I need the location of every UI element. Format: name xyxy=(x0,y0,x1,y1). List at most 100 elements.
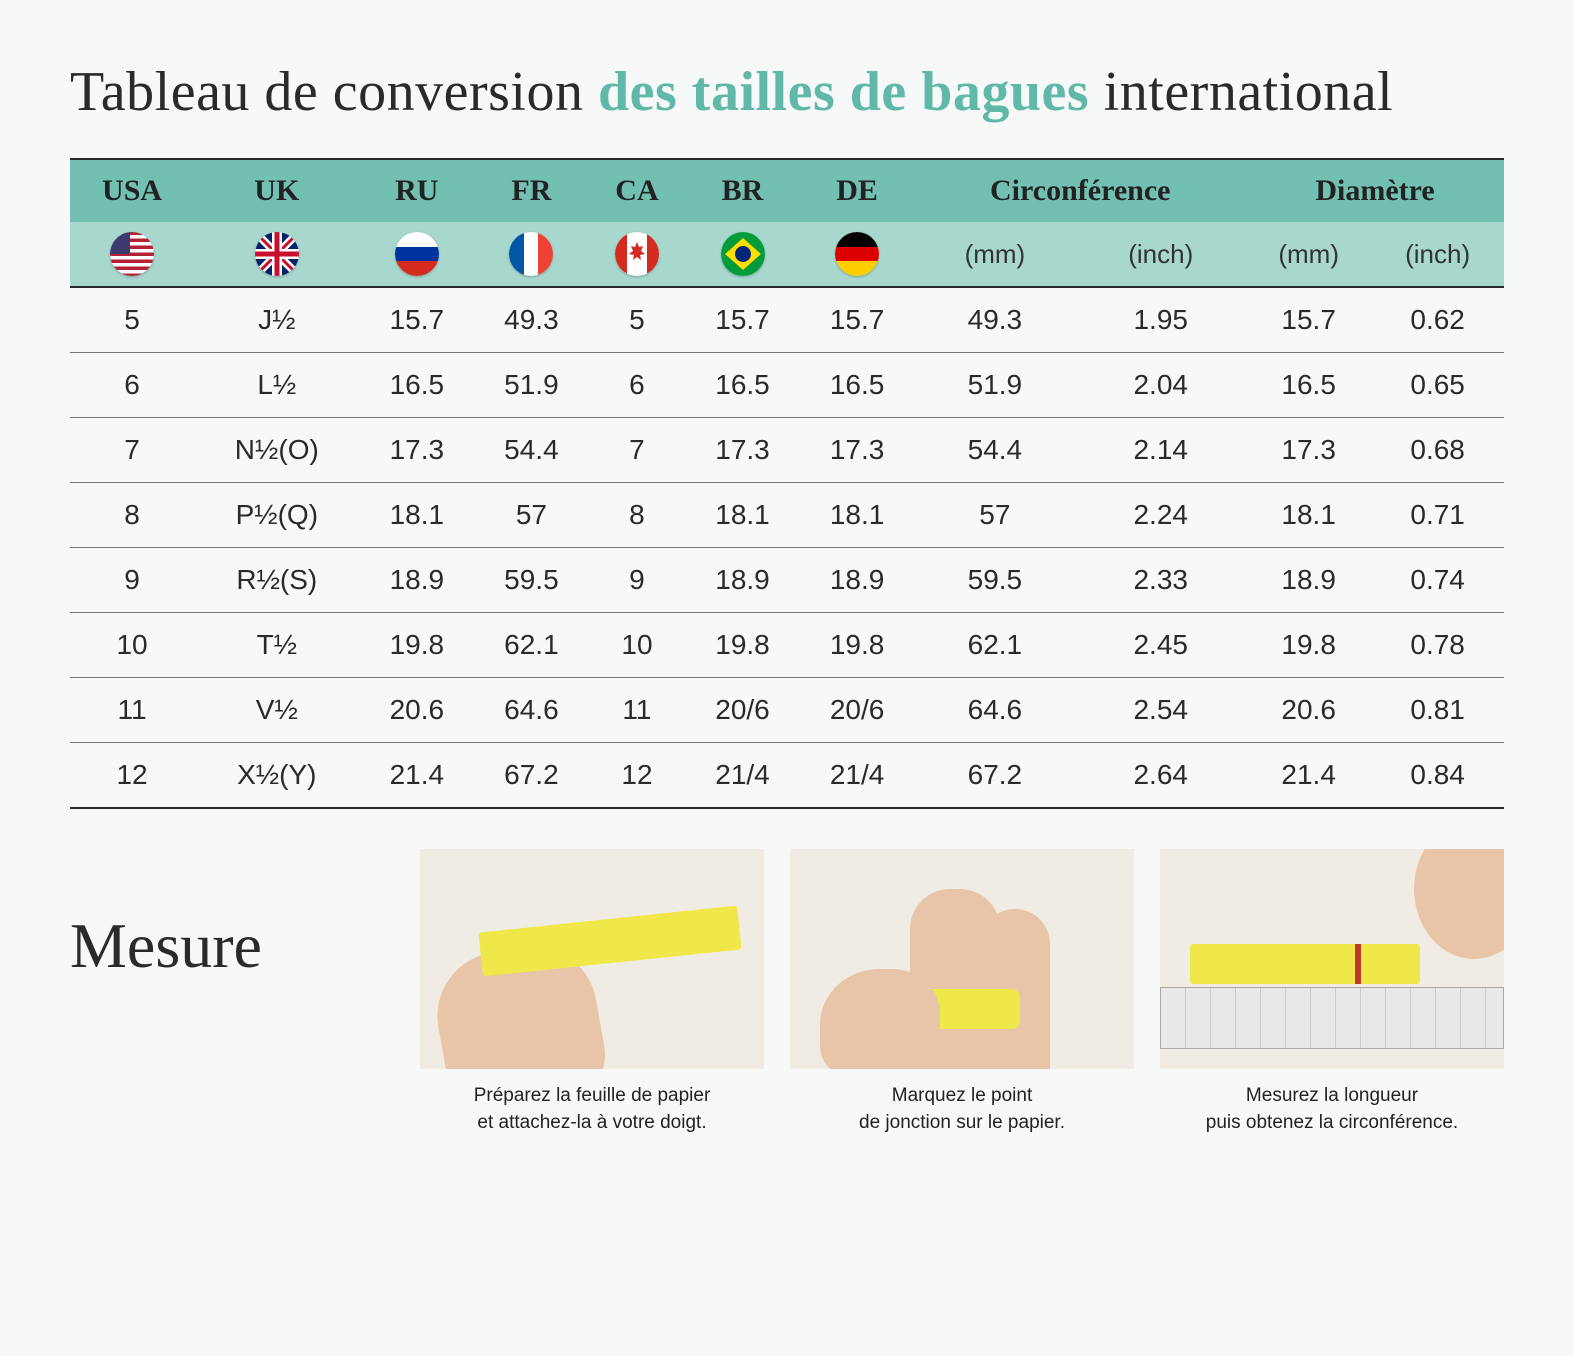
flag-uk-icon xyxy=(194,222,359,287)
table-cell: T½ xyxy=(194,613,359,678)
table-cell: 18.1 xyxy=(1246,483,1371,548)
table-cell: 7 xyxy=(589,418,686,483)
table-cell: 19.8 xyxy=(800,613,915,678)
table-row: 10T½19.862.11019.819.862.12.4519.80.78 xyxy=(70,613,1504,678)
unit-header: (mm) xyxy=(1246,222,1371,287)
table-cell: P½(Q) xyxy=(194,483,359,548)
table-row: 12X½(Y)21.467.21221/421/467.22.6421.40.8… xyxy=(70,743,1504,809)
mesure-step-1: Préparez la feuille de papier et attache… xyxy=(420,849,764,1136)
table-cell: 62.1 xyxy=(474,613,589,678)
table-cell: 64.6 xyxy=(914,678,1075,743)
table-cell: 16.5 xyxy=(685,353,800,418)
mesure-title: Mesure xyxy=(70,849,390,983)
table-cell: 67.2 xyxy=(914,743,1075,809)
table-cell: 0.68 xyxy=(1371,418,1504,483)
table-cell: 18.1 xyxy=(800,483,915,548)
table-row: 8P½(Q)18.157818.118.1572.2418.10.71 xyxy=(70,483,1504,548)
page: Tableau de conversion des tailles de bag… xyxy=(0,0,1574,1186)
table-cell: 20.6 xyxy=(360,678,475,743)
table-cell: 9 xyxy=(70,548,194,613)
table-cell: 59.5 xyxy=(474,548,589,613)
col-header-circonférence: Circonférence xyxy=(914,159,1246,222)
table-cell: 17.3 xyxy=(685,418,800,483)
table-cell: 7 xyxy=(70,418,194,483)
table-cell: 21.4 xyxy=(1246,743,1371,809)
table-cell: 49.3 xyxy=(914,287,1075,353)
table-cell: 20/6 xyxy=(800,678,915,743)
table-cell: 49.3 xyxy=(474,287,589,353)
table-cell: J½ xyxy=(194,287,359,353)
col-header-fr: FR xyxy=(474,159,589,222)
flag-usa-icon xyxy=(70,222,194,287)
table-cell: 16.5 xyxy=(800,353,915,418)
table-cell: 21/4 xyxy=(800,743,915,809)
unit-header: (inch) xyxy=(1075,222,1246,287)
col-header-br: BR xyxy=(685,159,800,222)
table-cell: L½ xyxy=(194,353,359,418)
table-cell: 5 xyxy=(589,287,686,353)
flag-ru-icon xyxy=(360,222,475,287)
table-cell: 21.4 xyxy=(360,743,475,809)
flag-ca-icon xyxy=(589,222,686,287)
table-row: 9R½(S)18.959.5918.918.959.52.3318.90.74 xyxy=(70,548,1504,613)
table-cell: 2.04 xyxy=(1075,353,1246,418)
step-1-illustration xyxy=(420,849,764,1069)
table-cell: 19.8 xyxy=(685,613,800,678)
table-cell: 12 xyxy=(589,743,686,809)
unit-header: (inch) xyxy=(1371,222,1504,287)
table-cell: 10 xyxy=(70,613,194,678)
table-cell: 17.3 xyxy=(360,418,475,483)
table-cell: 9 xyxy=(589,548,686,613)
title-accent: des tailles de bagues xyxy=(598,61,1089,123)
table-cell: 51.9 xyxy=(474,353,589,418)
table-cell: 16.5 xyxy=(360,353,475,418)
table-cell: 18.9 xyxy=(360,548,475,613)
col-header-ca: CA xyxy=(589,159,686,222)
col-header-ru: RU xyxy=(360,159,475,222)
table-cell: 64.6 xyxy=(474,678,589,743)
mesure-step-3: Mesurez la longueur puis obtenez la circ… xyxy=(1160,849,1504,1136)
mesure-steps: Préparez la feuille de papier et attache… xyxy=(420,849,1504,1136)
table-cell: 6 xyxy=(589,353,686,418)
table-cell: 18.1 xyxy=(685,483,800,548)
table-cell: 15.7 xyxy=(800,287,915,353)
table-cell: 15.7 xyxy=(1246,287,1371,353)
title-before: Tableau de conversion xyxy=(70,61,598,123)
table-cell: 2.64 xyxy=(1075,743,1246,809)
table-cell: 11 xyxy=(70,678,194,743)
table-cell: 18.1 xyxy=(360,483,475,548)
table-cell: 62.1 xyxy=(914,613,1075,678)
table-cell: 0.84 xyxy=(1371,743,1504,809)
flag-br-icon xyxy=(685,222,800,287)
mesure-section: Mesure Préparez la feuille de papier et … xyxy=(70,849,1504,1136)
table-cell: 54.4 xyxy=(914,418,1075,483)
table-cell: 57 xyxy=(914,483,1075,548)
table-cell: 0.81 xyxy=(1371,678,1504,743)
step-2-illustration xyxy=(790,849,1134,1069)
table-cell: 0.62 xyxy=(1371,287,1504,353)
table-cell: 54.4 xyxy=(474,418,589,483)
table-cell: 8 xyxy=(70,483,194,548)
table-cell: 0.78 xyxy=(1371,613,1504,678)
page-title: Tableau de conversion des tailles de bag… xyxy=(70,60,1504,124)
table-cell: 20/6 xyxy=(685,678,800,743)
table-cell: 10 xyxy=(589,613,686,678)
table-cell: 6 xyxy=(70,353,194,418)
table-cell: 15.7 xyxy=(360,287,475,353)
step-3-caption: Mesurez la longueur puis obtenez la circ… xyxy=(1160,1069,1504,1136)
step-2-caption: Marquez le point de jonction sur le papi… xyxy=(790,1069,1134,1136)
table-cell: 18.9 xyxy=(800,548,915,613)
mesure-step-2: Marquez le point de jonction sur le papi… xyxy=(790,849,1134,1136)
table-row: 6L½16.551.9616.516.551.92.0416.50.65 xyxy=(70,353,1504,418)
step-3-illustration xyxy=(1160,849,1504,1069)
table-cell: 18.9 xyxy=(1246,548,1371,613)
table-cell: 2.24 xyxy=(1075,483,1246,548)
col-header-diamètre: Diamètre xyxy=(1246,159,1504,222)
table-header-row: USAUKRUFRCABRDECirconférenceDiamètre xyxy=(70,159,1504,222)
table-cell: 8 xyxy=(589,483,686,548)
col-header-de: DE xyxy=(800,159,915,222)
flag-de-icon xyxy=(800,222,915,287)
title-after: international xyxy=(1089,61,1393,123)
table-subheader-row: (mm)(inch)(mm)(inch) xyxy=(70,222,1504,287)
col-header-usa: USA xyxy=(70,159,194,222)
